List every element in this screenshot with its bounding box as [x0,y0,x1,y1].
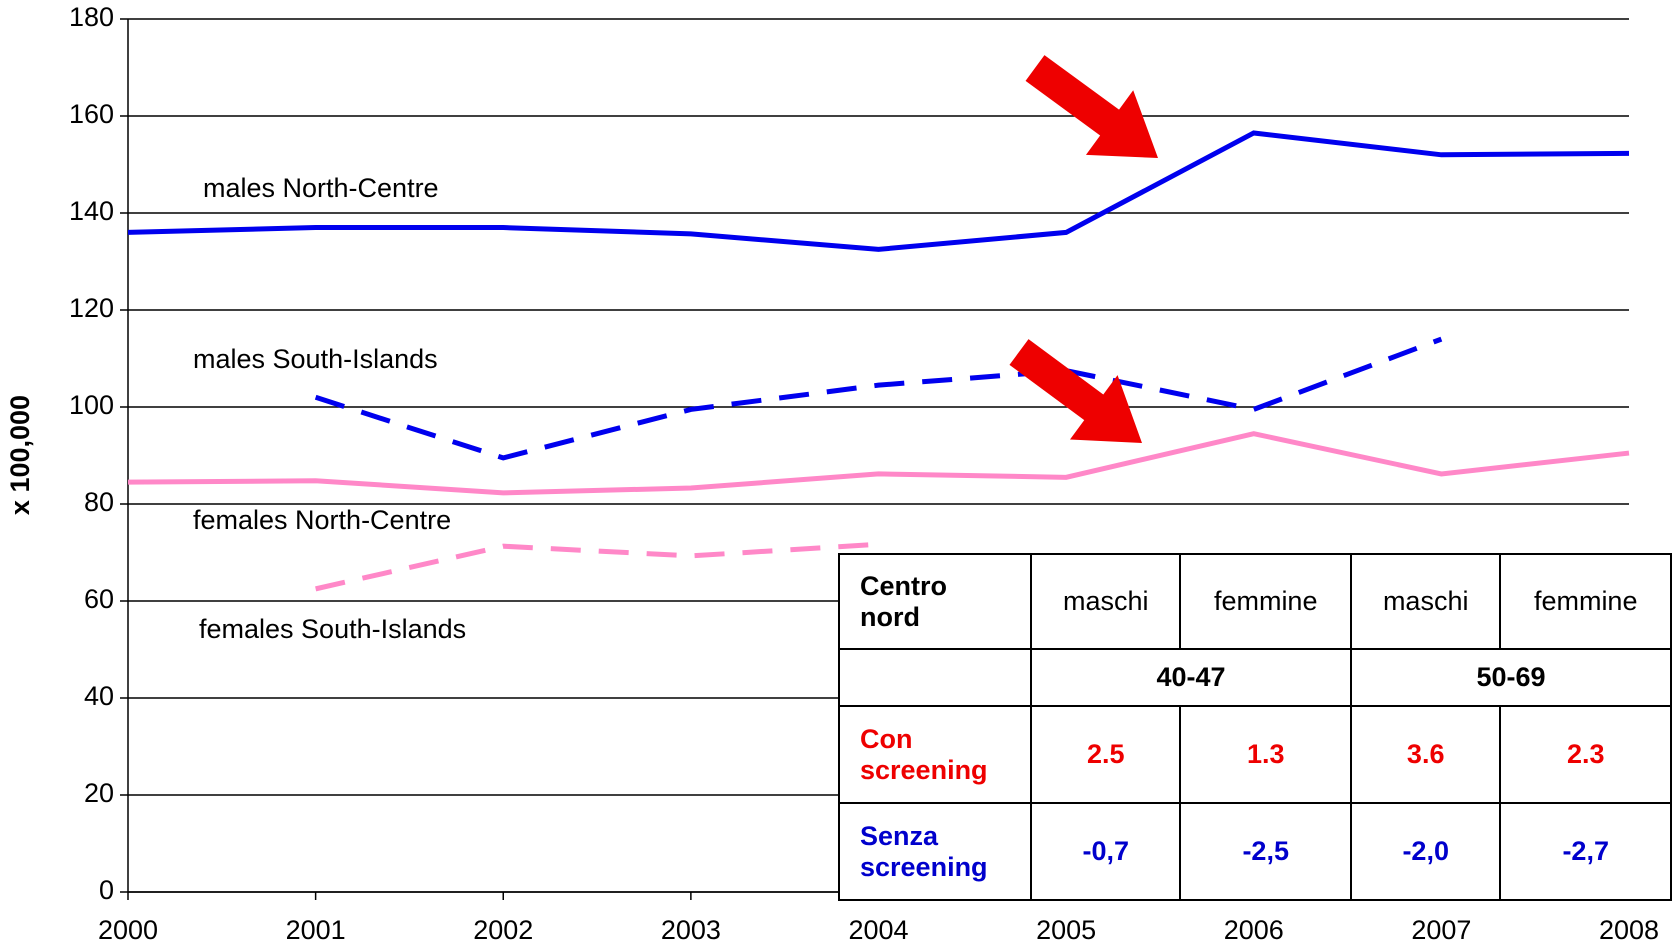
series-label: males North-Centre [203,173,439,203]
series-label: females South-Islands [199,614,466,644]
y-tick-label: 100 [69,390,114,420]
arrow [1009,339,1142,443]
y-tick-label: 80 [84,487,114,517]
table-cell: Senza screening [838,802,1032,901]
y-tick-label: 140 [69,196,114,226]
table-header: femmine [1499,553,1672,650]
label-background [189,505,456,536]
y-tick-label: 40 [84,681,114,711]
x-tick-label: 2004 [848,915,908,945]
table-group: 50-69 [1349,648,1673,707]
series-line [127,130,1630,252]
x-tick-label: 2003 [661,915,721,945]
arrow [1025,55,1158,159]
y-axis-label: x 100,000 [5,395,35,515]
series-line [315,541,879,592]
series-label: females North-Centre [193,505,451,535]
y-tick-label: 0 [99,875,114,905]
y-tick-label: 60 [84,584,114,614]
table-header: Centro nord [838,553,1032,650]
x-tick-label: 2007 [1411,915,1471,945]
x-tick-label: 2001 [286,915,346,945]
series-line [314,336,1443,461]
x-tick-label: 2006 [1224,915,1284,945]
x-tick-label: 2008 [1599,915,1659,945]
table-cell: 2.3 [1499,705,1672,804]
table-header: femmine [1179,553,1352,650]
table-cell: 1.3 [1179,705,1352,804]
table-row: Senza screening -0,7 -2,5 -2,0 -2,7 [838,802,1672,901]
x-tick-label: 2000 [98,915,158,945]
table-cell: 3.6 [1349,705,1502,804]
series-label: males South-Islands [193,344,438,374]
table-cell [838,648,1032,707]
y-tick-label: 160 [69,99,114,129]
x-tick-label: 2002 [473,915,533,945]
table-cell: 2.5 [1029,705,1182,804]
table-header: maschi [1349,553,1502,650]
table-header: maschi [1029,553,1182,650]
table-cell: -0,7 [1029,802,1182,901]
table-group: 40-47 [1030,648,1352,707]
x-tick-label: 2005 [1036,915,1096,945]
table-row: Con screening 2.5 1.3 3.6 2.3 [838,705,1672,804]
table-cell: -2,7 [1499,802,1672,901]
y-tick-label: 120 [69,293,114,323]
results-table: Centro nord maschi femmine maschi femmin… [838,553,1673,901]
y-tick-label: 20 [84,778,114,808]
y-tick-label: 180 [69,2,114,32]
table-cell: -2,5 [1179,802,1352,901]
table-cell: Con screening [838,705,1032,804]
table-cell: -2,0 [1349,802,1502,901]
series-line [127,431,1630,496]
